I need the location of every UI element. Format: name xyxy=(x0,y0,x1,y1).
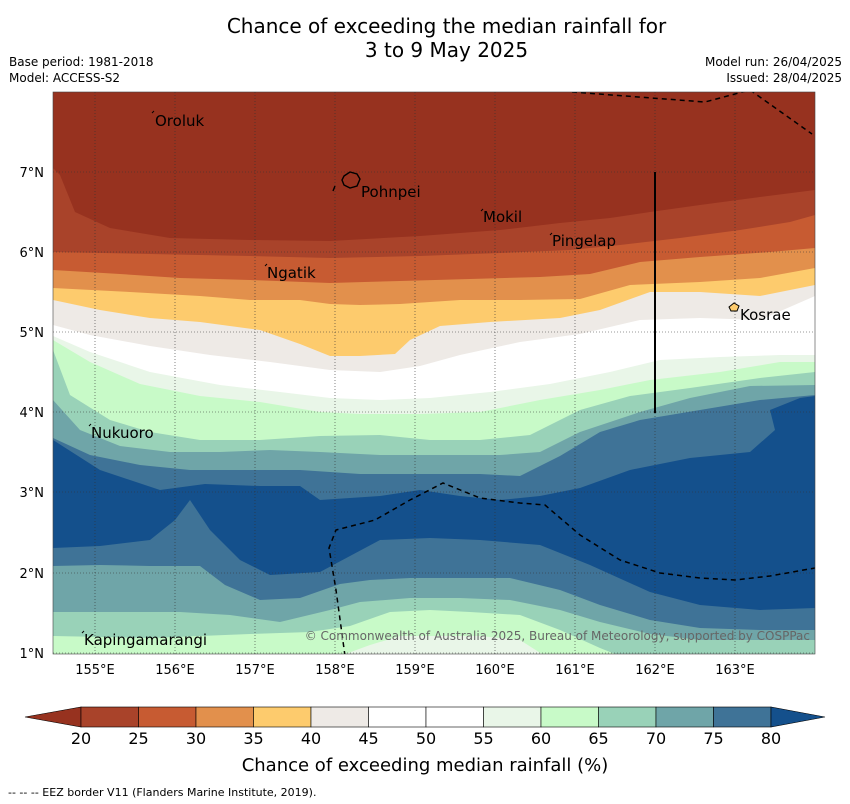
colorbar-tick-label: 80 xyxy=(760,729,782,748)
lon-tick-label: 162°E xyxy=(635,663,675,678)
chart-title-line1: Chance of exceeding the median rainfall … xyxy=(226,14,667,38)
model-run-text: Model run: 26/04/2025 xyxy=(704,55,842,69)
place-marker xyxy=(264,263,268,267)
colorbar-segment xyxy=(598,706,657,728)
place-marker xyxy=(88,423,92,427)
place-label-pingelap: Pingelap xyxy=(552,232,616,250)
lat-tick-label: 2°N xyxy=(20,567,45,582)
colorbar-segment xyxy=(310,706,369,728)
colorbar-tick-label: 65 xyxy=(588,729,609,748)
lon-tick-label: 157°E xyxy=(235,663,275,678)
place-label-ngatik: Ngatik xyxy=(267,264,316,282)
colorbar-tick-label: 70 xyxy=(645,729,667,748)
lon-tick-label: 161°E xyxy=(555,663,595,678)
colorbar-segment xyxy=(540,706,599,728)
colorbar-segment xyxy=(713,706,772,728)
colorbar-segment xyxy=(655,706,714,728)
lon-tick-label: 155°E xyxy=(75,663,115,678)
eez-footnote: -- -- -- EEZ border V11 (Flanders Marine… xyxy=(8,786,317,799)
place-label-pohnpei: Pohnpei xyxy=(361,183,421,201)
colorbar-tick-label: 55 xyxy=(473,729,494,748)
colorbar-segment xyxy=(195,706,254,728)
place-label-nukuoro: Nukuoro xyxy=(91,424,154,442)
colorbar-tick-label: 60 xyxy=(530,729,552,748)
lat-tick-label: 7°N xyxy=(20,166,45,181)
colorbar-segment xyxy=(483,706,542,728)
lon-tick-label: 156°E xyxy=(155,663,195,678)
lon-tick-label: 158°E xyxy=(315,663,355,678)
colorbar-tick-label: 45 xyxy=(358,729,379,748)
pohnpei-island xyxy=(332,171,361,192)
colorbar-tick-label: 40 xyxy=(300,729,322,748)
lon-tick-label: 163°E xyxy=(715,663,755,678)
issued-text: Issued: 28/04/2025 xyxy=(726,71,842,85)
place-marker xyxy=(549,232,553,236)
place-label-kosrae: Kosrae xyxy=(740,306,791,324)
lon-tick-label: 160°E xyxy=(475,663,515,678)
lat-tick-label: 5°N xyxy=(20,326,45,341)
eez-border-south xyxy=(328,482,815,654)
colorbar-tick-label: 25 xyxy=(128,729,149,748)
place-label-oroluk: Oroluk xyxy=(155,112,204,130)
lat-tick-label: 3°N xyxy=(20,486,45,501)
place-marker xyxy=(81,630,85,634)
eez-border-north xyxy=(571,92,813,135)
map-frame xyxy=(52,91,816,655)
place-label-mokil: Mokil xyxy=(483,208,522,226)
colorbar-title: Chance of exceeding median rainfall (%) xyxy=(241,755,609,776)
place-label-kapingamarangi: Kapingamarangi xyxy=(84,631,207,649)
base-period-text: Base period: 1981-2018 xyxy=(9,55,154,69)
place-marker xyxy=(151,110,155,114)
lat-tick-label: 4°N xyxy=(20,406,45,421)
place-marker xyxy=(480,208,484,212)
lat-tick-label: 1°N xyxy=(20,647,45,662)
chart-title-line2: 3 to 9 May 2025 xyxy=(364,38,529,62)
colorbar-extend-high xyxy=(770,706,826,728)
copyright-text: © Commonwealth of Australia 2025, Bureau… xyxy=(304,629,810,643)
colorbar-segment xyxy=(253,706,312,728)
colorbar-tick-label: 50 xyxy=(415,729,437,748)
colorbar-segment xyxy=(138,706,197,728)
colorbar-tick-label: 30 xyxy=(185,729,207,748)
kosrae-island xyxy=(728,302,740,312)
colorbar-tick-label: 75 xyxy=(703,729,724,748)
lon-tick-label: 159°E xyxy=(395,663,435,678)
colorbar-extend-low xyxy=(24,706,82,728)
colorbar-tick-label: 20 xyxy=(70,729,92,748)
model-text: Model: ACCESS-S2 xyxy=(9,71,121,85)
colorbar-segment xyxy=(80,706,139,728)
band-55-60-south xyxy=(345,636,542,654)
map-plot-area xyxy=(53,92,815,654)
lat-tick-label: 6°N xyxy=(20,246,45,261)
colorbar-segment xyxy=(368,706,427,728)
colorbar-segment xyxy=(425,706,484,728)
colorbar-tick-label: 35 xyxy=(243,729,264,748)
